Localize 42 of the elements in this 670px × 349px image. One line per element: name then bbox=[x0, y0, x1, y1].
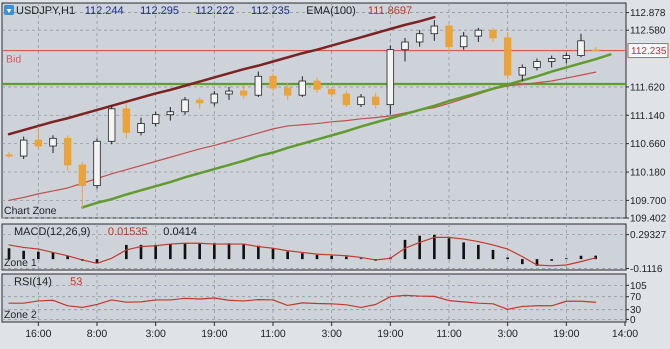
y-tick-label: 110.180 bbox=[630, 168, 666, 179]
x-tick-label: 3:00 bbox=[497, 328, 518, 340]
x-tick-label: 11:00 bbox=[260, 328, 286, 340]
y-tick-label: 30 bbox=[630, 305, 642, 316]
annotation: 112.222 bbox=[196, 5, 234, 17]
x-tick-label: 19:00 bbox=[201, 328, 228, 340]
text: 112.235 bbox=[631, 46, 667, 58]
y-tick-label: 105 bbox=[630, 280, 648, 292]
annotation: EMA(100) bbox=[306, 5, 356, 17]
chart-title: USDJPY,H1 bbox=[16, 5, 76, 17]
x-tick-label: 11:00 bbox=[436, 328, 462, 340]
x-tick-label: 19:00 bbox=[553, 328, 580, 340]
chart-title: RSI(14) bbox=[14, 276, 52, 288]
x-tick-label: 14:00 bbox=[612, 328, 638, 340]
annotation: 111.8697 bbox=[368, 5, 412, 17]
x-tick-label: 3:00 bbox=[321, 328, 342, 340]
annotation: 0.0414 bbox=[163, 226, 197, 238]
annotation: Zone 1 bbox=[4, 257, 37, 269]
y-tick-label: 111.140 bbox=[630, 110, 666, 122]
y-tick-label: -0.1116 bbox=[630, 264, 663, 275]
annotation: 112.235 bbox=[250, 5, 290, 17]
annotation: 112.295 bbox=[140, 5, 180, 17]
y-tick-label: 0 bbox=[630, 314, 636, 326]
y-tick-label: 0.29327 bbox=[630, 230, 667, 242]
y-tick-label: 111.620 bbox=[630, 82, 666, 94]
annotation: Zone 2 bbox=[4, 309, 37, 321]
chart-title: MACD(12,26,9) bbox=[14, 226, 90, 238]
x-tick-label: 3:00 bbox=[145, 328, 166, 340]
ref-line-label: Bid bbox=[6, 54, 22, 66]
y-tick-label: 112.878 bbox=[630, 8, 666, 20]
y-tick-label: 70 bbox=[630, 292, 642, 304]
y-tick-label: 112.580 bbox=[630, 26, 666, 37]
annotation: Chart Zone bbox=[4, 205, 57, 217]
x-tick-label: 19:00 bbox=[377, 328, 404, 340]
y-tick-label: 110.660 bbox=[630, 139, 666, 150]
y-tick-label: 109.402 bbox=[630, 214, 667, 224]
x-tick-label: 8:00 bbox=[86, 328, 108, 340]
y-tick-label: 109.700 bbox=[630, 196, 667, 207]
x-tick-label: 16:00 bbox=[25, 328, 52, 340]
annotation: 112.244 bbox=[84, 5, 124, 17]
annotation: 53 bbox=[70, 276, 82, 288]
annotation: 0.01535 bbox=[108, 226, 148, 238]
